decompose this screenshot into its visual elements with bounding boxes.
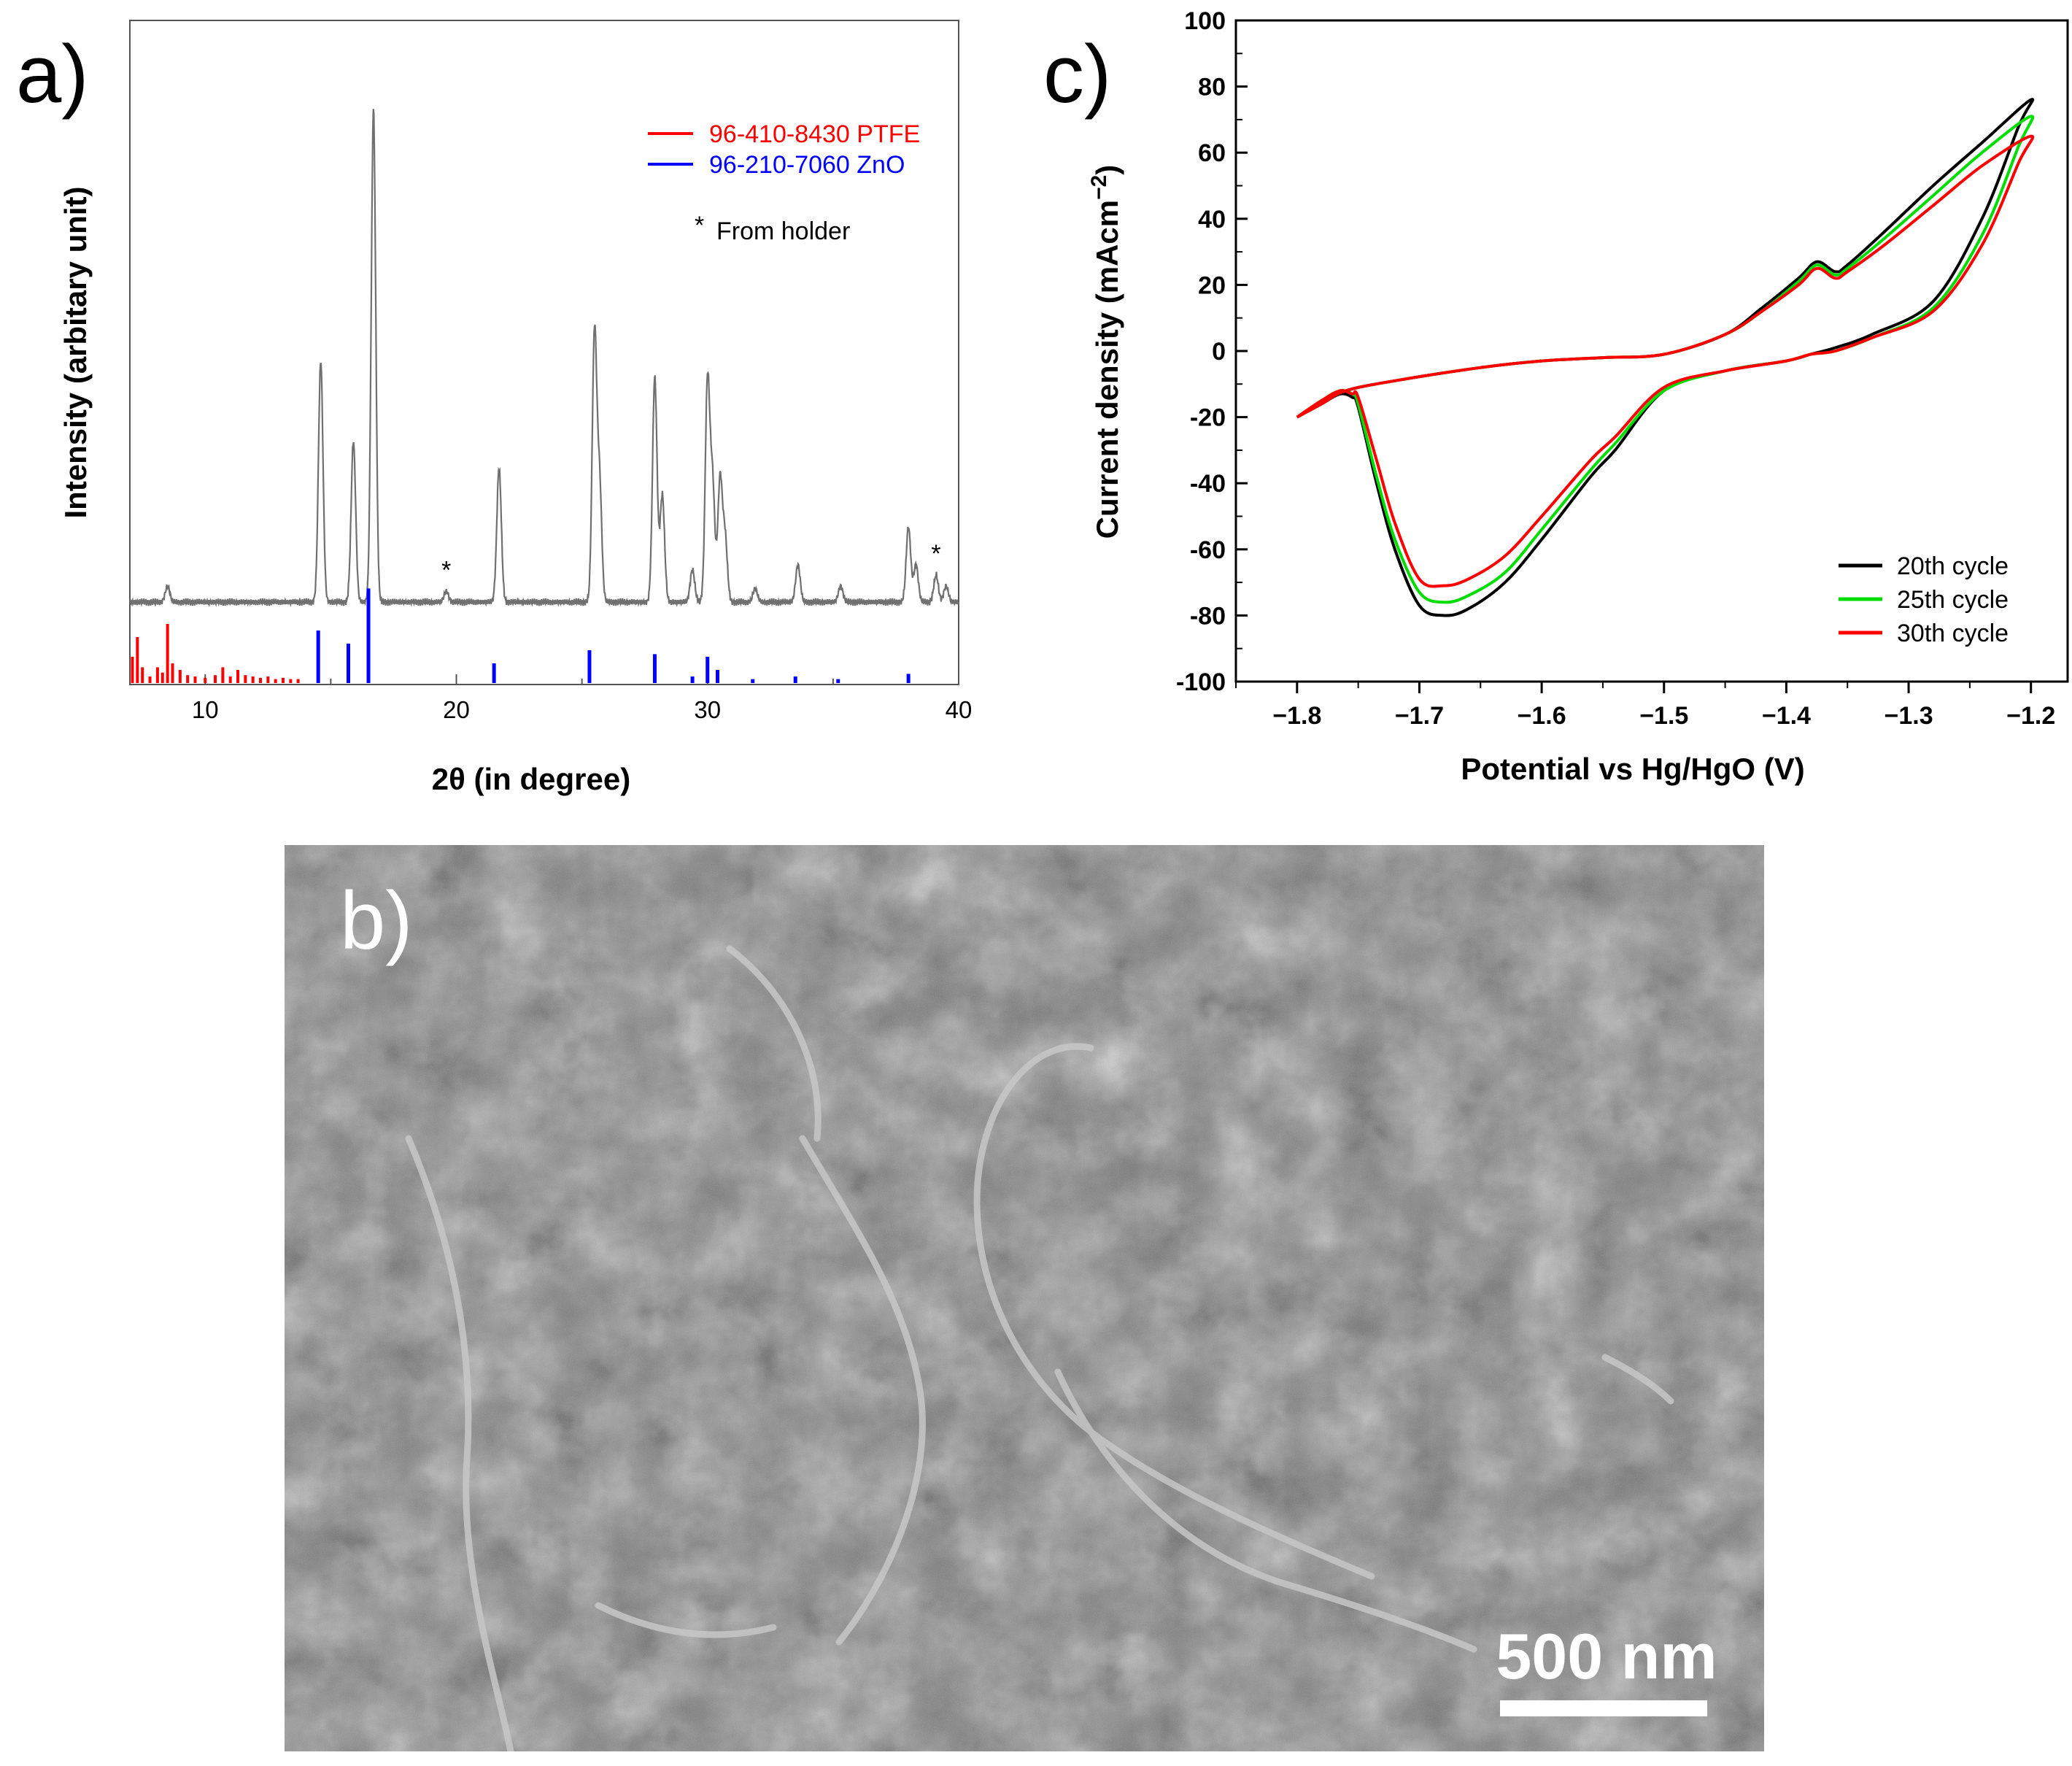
panel-b-label: b) [340, 875, 413, 966]
xrd-zno-reference-bars [316, 588, 911, 683]
cv-x-tick-label: −1.8 [1272, 702, 1321, 730]
xrd-x-tick-label: 10 [192, 696, 219, 723]
cv-y-axis-title: Current density (mAcm−2) [1087, 165, 1125, 539]
legend-zno-label: 96-210-7060 ZnO [709, 151, 905, 179]
cv-y-tick-label: 40 [1198, 206, 1226, 234]
cv-x-tick-label: −1.5 [1639, 702, 1688, 730]
xrd-legend: 96-410-8430 PTFE 96-210-7060 ZnO * From … [648, 120, 920, 245]
xrd-x-tick-label: 20 [443, 696, 470, 723]
cv-x-tick-label: −1.4 [1762, 702, 1811, 730]
cv-legend-label: 20th cycle [1897, 552, 2009, 580]
cv-legend-label: 30th cycle [1897, 620, 2009, 647]
xrd-measured-pattern [128, 109, 960, 608]
xrd-ptfe-reference-bars [131, 624, 300, 683]
xrd-x-tick-label: 30 [694, 696, 721, 723]
sem-image: b) 500 nm [285, 845, 1764, 1751]
xrd-x-tick-labels: 10 20 30 40 [192, 696, 972, 723]
cv-y-tick-label: -60 [1190, 536, 1226, 564]
panel-a-label: a) [16, 28, 89, 120]
cv-y-tick-label: -20 [1190, 404, 1226, 432]
xrd-holder-markers: ** [441, 540, 941, 584]
cv-y-tick-label: 60 [1198, 139, 1226, 167]
cv-series-3 [1296, 134, 2035, 588]
xrd-plot-frame [129, 20, 959, 685]
xrd-x-tick-label: 40 [946, 696, 973, 723]
cv-y-tick-label: -80 [1190, 602, 1226, 630]
cv-y-tick-label: 20 [1198, 271, 1226, 299]
cv-plot-frame [1234, 19, 2069, 683]
cv-y-ticks: -100 -80 -60 -40 -20 0 20 40 60 80 100 [1176, 7, 1248, 696]
cv-x-axis-title: Potential vs Hg/HgO (V) [1461, 752, 1804, 786]
cv-x-tick-label: −1.3 [1884, 702, 1933, 730]
cv-y-tick-label: 100 [1184, 7, 1226, 35]
cv-y-tick-label: -100 [1176, 668, 1226, 696]
cv-legend-label: 25th cycle [1897, 586, 2009, 614]
legend-ptfe-label: 96-410-8430 PTFE [709, 120, 920, 148]
cv-y-tick-label: -40 [1190, 470, 1226, 498]
xrd-x-axis-title: 2θ (in degree) [432, 762, 630, 796]
cv-x-tick-label: −1.2 [2006, 702, 2055, 730]
sem-grain [285, 845, 1764, 1751]
cv-series-2 [1296, 115, 2035, 604]
xrd-y-axis-title: Intensity (arbitary unit) [58, 186, 93, 518]
panel-c-label: c) [1043, 28, 1111, 120]
holder-asterisk: * [441, 556, 451, 584]
cv-y-tick-label: 80 [1198, 74, 1226, 101]
cv-x-tick-label: −1.6 [1518, 702, 1566, 730]
cv-y-tick-label: 0 [1212, 338, 1226, 366]
holder-note-marker: * [695, 212, 704, 239]
sem-scale-label: 500 nm [1496, 1620, 1717, 1692]
sem-scale-bar [1500, 1700, 1707, 1716]
holder-asterisk: * [931, 540, 940, 568]
cv-series-group [1296, 98, 2035, 617]
cv-x-tick-label: −1.7 [1395, 702, 1444, 730]
cv-chart: c) -100 -80 -60 -40 -20 0 20 40 60 80 100 −1.8 −1.7… [1043, 7, 2069, 786]
cv-series-1 [1296, 98, 2035, 617]
holder-note-text: From holder [716, 217, 850, 245]
sem-fibers [405, 945, 1674, 1751]
cv-x-ticks: −1.8 −1.7 −1.6 −1.5 −1.4 −1.3 −1.2 [1235, 682, 2055, 730]
cv-legend: 20th cycle 25th cycle 30th cycle [1839, 552, 2009, 647]
xrd-chart: a) 10 20 30 40 2θ (in degree) Intensity (ar… [16, 20, 972, 796]
